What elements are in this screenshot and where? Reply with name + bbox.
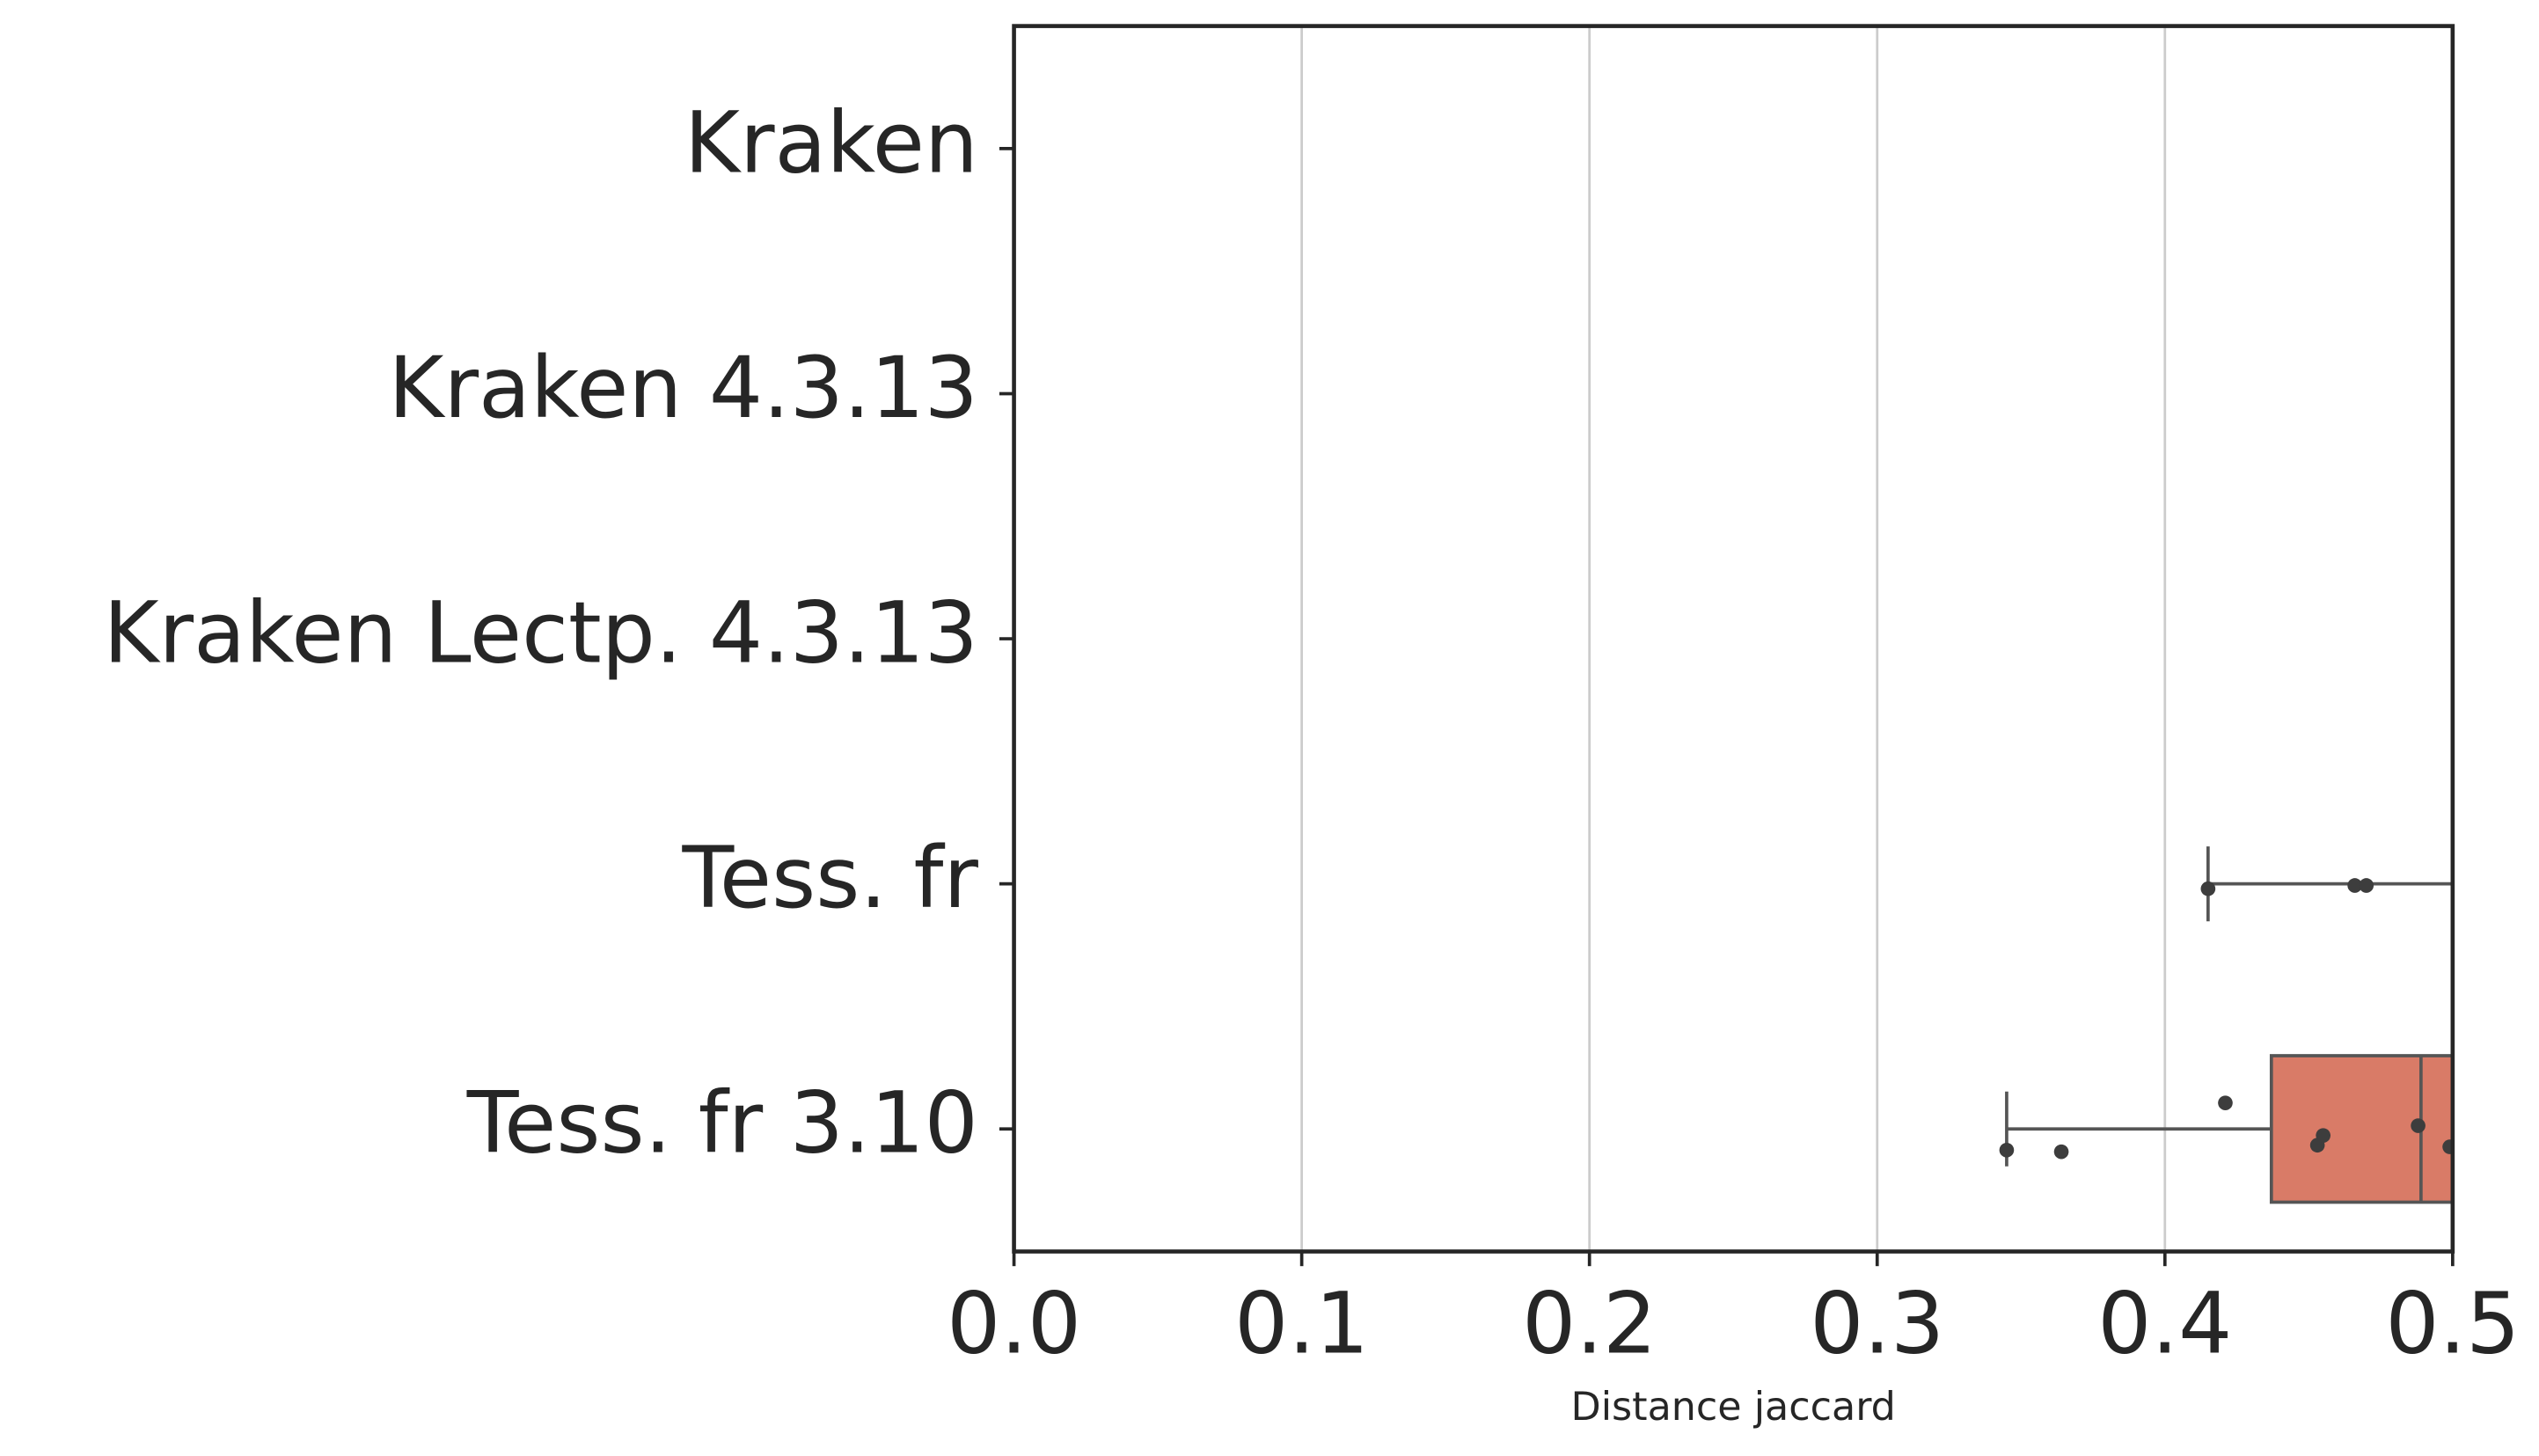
box bbox=[2269, 1054, 2453, 1204]
x-tick-label: 0.4 bbox=[2097, 1275, 2232, 1373]
x-tick-label: 0.0 bbox=[947, 1275, 1081, 1373]
point bbox=[2200, 881, 2216, 896]
x-tick-label: 0.1 bbox=[1234, 1275, 1369, 1373]
point bbox=[2218, 1095, 2233, 1110]
plot-area bbox=[1999, 846, 2453, 1204]
point bbox=[1999, 1142, 2015, 1158]
x-tick-label: 0.3 bbox=[1810, 1275, 1944, 1373]
x-tick-label: 0.5 bbox=[2385, 1275, 2520, 1373]
x-tick-label: 0.2 bbox=[1522, 1275, 1657, 1373]
point bbox=[2359, 878, 2374, 893]
point bbox=[2053, 1144, 2069, 1160]
y-tick-label: Tess. fr 3.10 bbox=[466, 1074, 978, 1173]
y-tick-label: Kraken bbox=[684, 93, 978, 192]
point bbox=[2411, 1118, 2426, 1133]
point bbox=[2442, 1139, 2453, 1154]
y-tick-label: Kraken 4.3.13 bbox=[388, 339, 978, 437]
y-tick-label: Kraken Lectp. 4.3.13 bbox=[103, 583, 977, 682]
plot-frame bbox=[1012, 24, 2455, 1254]
y-tick-label: Tess. fr bbox=[682, 829, 979, 927]
point bbox=[2316, 1128, 2330, 1143]
x-axis-label: Distance jaccard bbox=[1571, 1385, 1896, 1430]
point bbox=[2347, 878, 2362, 893]
